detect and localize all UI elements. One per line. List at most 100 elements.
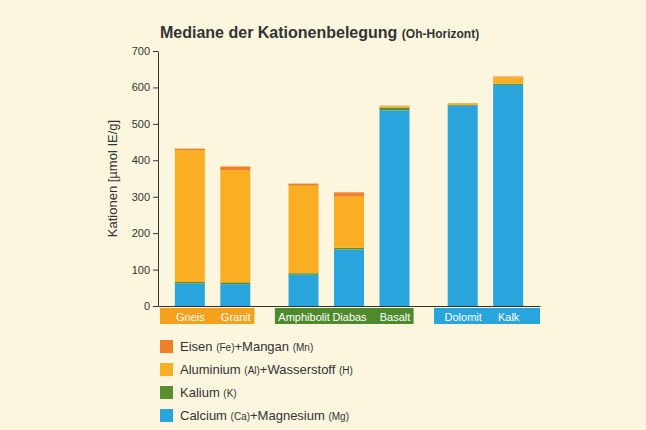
bar-segment bbox=[175, 149, 205, 150]
tick-label: Kalk bbox=[498, 311, 520, 323]
series bbox=[175, 85, 523, 306]
tick-label: Gneis bbox=[176, 311, 205, 323]
text-part: Aluminium bbox=[180, 362, 244, 377]
tick: 500 bbox=[132, 118, 158, 130]
tick: 700 bbox=[132, 45, 158, 57]
tick-mark bbox=[153, 160, 158, 161]
legend-swatch bbox=[160, 409, 173, 422]
tick-label: 600 bbox=[132, 81, 150, 93]
tick: Kalk bbox=[498, 306, 520, 323]
bar-segment bbox=[334, 248, 364, 250]
tick: 100 bbox=[132, 264, 158, 276]
bar-segment bbox=[289, 273, 319, 274]
tick: 600 bbox=[132, 81, 158, 93]
bar-segment bbox=[220, 170, 250, 282]
legend-label: Aluminium (Al)+Wasserstoff (H) bbox=[180, 362, 353, 377]
legend-label: Calcium (Ca)+Magnesium (Mg) bbox=[180, 408, 349, 423]
bar-segment bbox=[289, 186, 319, 273]
bar-segment bbox=[448, 104, 478, 106]
tick: Amphibolit bbox=[278, 306, 329, 323]
tick-label: Basalt bbox=[380, 311, 411, 323]
tick: Gneis bbox=[176, 306, 205, 323]
bar-segment bbox=[493, 76, 523, 78]
tick-label: 200 bbox=[132, 227, 150, 239]
text-small: (Al) bbox=[244, 365, 260, 376]
text-part: +Wasserstoff bbox=[260, 362, 339, 377]
group-band bbox=[434, 308, 540, 324]
text-part: Kalium bbox=[180, 385, 223, 400]
legend-label: Kalium (K) bbox=[180, 385, 237, 400]
bar-segment bbox=[289, 275, 319, 306]
legend-swatch bbox=[160, 363, 173, 376]
bar-segment bbox=[448, 103, 478, 104]
legend: Eisen (Fe)+Mangan (Mn)Aluminium (Al)+Was… bbox=[160, 339, 353, 423]
bar-segment bbox=[493, 85, 523, 306]
text-small: (K) bbox=[223, 388, 236, 399]
series bbox=[175, 77, 523, 282]
x-axis: Gneis Granit AmphibolitDiabas Basalt Dolomit… bbox=[159, 306, 541, 323]
tick: Granit bbox=[221, 306, 251, 323]
bar-segment bbox=[220, 282, 250, 284]
bar-segment bbox=[334, 250, 364, 306]
text-small: (Oh-Horizont) bbox=[402, 27, 479, 41]
bar-segment bbox=[220, 284, 250, 306]
tick-label: Diabas bbox=[332, 311, 367, 323]
bar-segment bbox=[379, 107, 409, 110]
bar-segment bbox=[379, 106, 409, 107]
tick-label: Amphibolit bbox=[278, 311, 329, 323]
bar-segment bbox=[289, 184, 319, 186]
bar-segment bbox=[493, 77, 523, 84]
y-label: Kationen [µmol IE/g] bbox=[105, 120, 120, 237]
series bbox=[175, 77, 523, 197]
bar-segment bbox=[379, 110, 409, 306]
bar-segment bbox=[448, 103, 478, 104]
tick-label: 0 bbox=[144, 300, 150, 312]
tick-label: 700 bbox=[132, 45, 150, 57]
text-small: (Ca) bbox=[231, 411, 250, 422]
y-axis: 0 100 200 300 400 500 600 700 bbox=[132, 45, 159, 312]
legend-swatch bbox=[160, 340, 173, 353]
bar-segment bbox=[220, 166, 250, 170]
bar-segment bbox=[175, 283, 205, 306]
tick-label: Granit bbox=[221, 311, 251, 323]
tick-label: 300 bbox=[132, 191, 150, 203]
tick-label: 400 bbox=[132, 154, 150, 166]
tick-mark bbox=[153, 270, 158, 271]
text-part: +Mangan bbox=[234, 339, 292, 354]
tick-label: 100 bbox=[132, 264, 150, 276]
text-small: (Mg) bbox=[328, 411, 349, 422]
group-band bbox=[275, 308, 414, 324]
tick-mark bbox=[153, 51, 158, 52]
text-part: Calcium bbox=[180, 408, 231, 423]
tick-label: Dolomit bbox=[445, 311, 482, 323]
bars bbox=[175, 77, 523, 307]
tick: 400 bbox=[132, 154, 158, 166]
legend-swatch bbox=[160, 386, 173, 399]
tick-mark bbox=[153, 124, 158, 125]
axis-line bbox=[158, 52, 159, 307]
bar-segment bbox=[175, 150, 205, 282]
bar-segment bbox=[175, 282, 205, 283]
tick-mark bbox=[153, 197, 158, 198]
axis-line bbox=[159, 306, 541, 307]
tick-mark bbox=[153, 87, 158, 88]
tick: 300 bbox=[132, 191, 158, 203]
chart: Mediane der Kationenbelegung (Oh-Horizon… bbox=[0, 0, 646, 430]
tick-mark bbox=[153, 233, 158, 234]
tick-mark bbox=[153, 306, 158, 307]
tick: Dolomit bbox=[445, 306, 482, 323]
text-small: (Mn) bbox=[293, 342, 314, 353]
tick-label: 500 bbox=[132, 118, 150, 130]
group-band bbox=[160, 308, 254, 324]
title: Mediane der Kationenbelegung (Oh-Horizon… bbox=[160, 24, 479, 41]
series bbox=[175, 84, 523, 284]
group-bands bbox=[160, 308, 540, 324]
tick: Basalt bbox=[380, 306, 411, 323]
text-part: +Magnesium bbox=[250, 408, 328, 423]
bar-segment bbox=[379, 105, 409, 107]
bar-segment bbox=[448, 106, 478, 306]
tick: 200 bbox=[132, 227, 158, 239]
text-small: (H) bbox=[339, 365, 353, 376]
tick: 0 bbox=[144, 300, 158, 312]
text-small: (Fe) bbox=[216, 342, 234, 353]
